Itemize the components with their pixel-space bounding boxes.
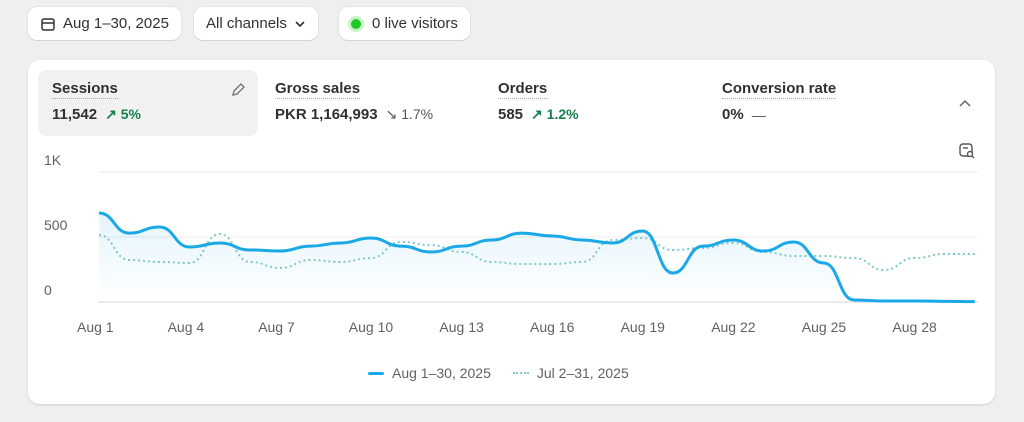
metric-value: PKR 1,164,993 [275, 106, 378, 123]
x-tick-label: Aug 19 [620, 319, 665, 335]
metric-change: 1.7% [401, 106, 434, 122]
trend-up-icon: ↗ [531, 106, 543, 122]
legend-label: Jul 2–31, 2025 [536, 365, 629, 381]
previous-series-line [98, 233, 975, 272]
metric-change: — [751, 106, 766, 123]
x-tick-label: Aug 25 [801, 319, 847, 335]
x-tick-label: Aug 4 [167, 319, 205, 335]
metric-orders[interactable]: Orders 585 ↗ 1.2% [484, 70, 704, 136]
metric-value: 0% [722, 106, 744, 123]
metric-gross-sales[interactable]: Gross sales PKR 1,164,993 ↘ 1.7% [261, 70, 481, 136]
x-tick-label: Aug 7 [258, 319, 295, 335]
current-series-area [99, 212, 975, 302]
x-tick-label: Aug 22 [711, 319, 756, 335]
pencil-icon[interactable] [230, 82, 246, 98]
live-dot-icon [351, 18, 361, 29]
metric-label: Sessions [52, 80, 118, 99]
x-tick-label: Aug 1 [77, 319, 114, 335]
dotted-line-icon [512, 372, 529, 374]
x-tick-label: Aug 28 [892, 319, 937, 335]
metric-change: 5% [120, 106, 141, 122]
trend-down-icon: ↘ [385, 106, 398, 122]
legend-current[interactable]: Aug 1–30, 2025 [368, 365, 491, 381]
current-series-line [98, 211, 975, 304]
channels-dropdown[interactable]: All channels [194, 7, 318, 40]
date-range-label: Aug 1–30, 2025 [63, 15, 169, 32]
y-tick-label: 1K [44, 152, 62, 168]
x-tick-label: Aug 10 [348, 319, 394, 335]
analytics-card: Sessions 11,542 ↗ 5% Gross sales PKR 1,16… [28, 60, 995, 404]
chevron-down-icon [295, 20, 305, 27]
y-tick-label: 500 [44, 217, 68, 233]
metric-value: 585 [498, 106, 524, 123]
explore-data-icon[interactable] [958, 142, 976, 160]
solid-line-icon [368, 371, 384, 375]
calendar-icon [41, 17, 55, 31]
live-visitors-label: 0 live visitors [372, 15, 458, 32]
channels-label: All channels [206, 15, 287, 32]
metric-label: Gross sales [275, 80, 361, 99]
chevron-up-icon[interactable] [958, 98, 972, 110]
legend-label: Aug 1–30, 2025 [392, 365, 491, 381]
sessions-line-chart [98, 171, 978, 304]
legend-previous[interactable]: Jul 2–31, 2025 [512, 365, 629, 381]
y-tick-label: 0 [44, 282, 52, 298]
x-tick-label: Aug 16 [530, 319, 575, 335]
trend-up-icon: ↗ [105, 106, 117, 122]
date-range-button[interactable]: Aug 1–30, 2025 [28, 7, 181, 40]
metric-conversion-rate[interactable]: Conversion rate 0% — [708, 70, 928, 136]
metric-change: 1.2% [546, 106, 579, 122]
x-tick-label: Aug 13 [439, 319, 484, 335]
live-visitors-button[interactable]: 0 live visitors [339, 7, 470, 40]
metric-label: Orders [498, 80, 548, 99]
metric-value: 11,542 [52, 106, 98, 123]
metric-label: Conversion rate [722, 80, 837, 99]
chart-legend: Aug 1–30, 2025 Jul 2–31, 2025 [368, 365, 629, 381]
metric-sessions[interactable]: Sessions 11,542 ↗ 5% [38, 70, 258, 136]
